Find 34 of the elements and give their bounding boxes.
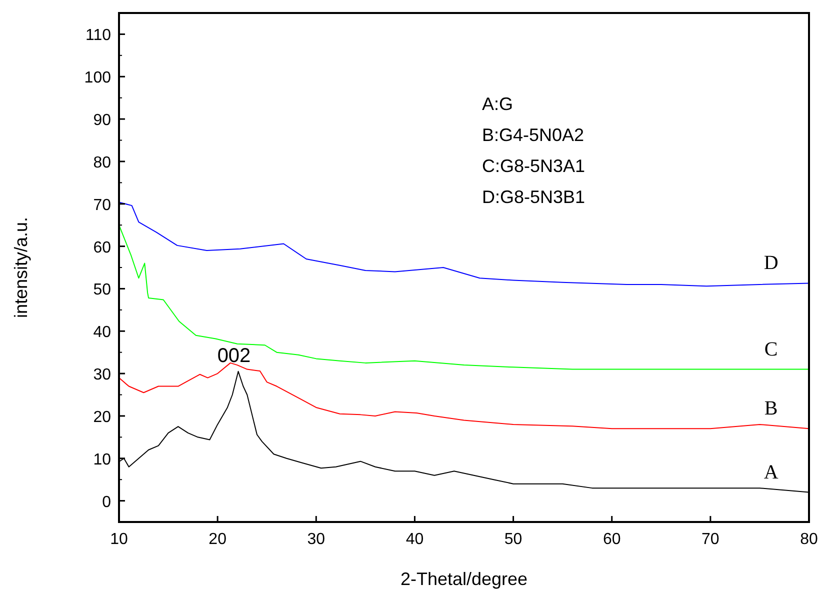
series-label: A [764,461,779,484]
x-axis-title: 2-Thetal/degree [400,569,528,589]
line-series [118,202,810,287]
y-tick-label: 70 [93,196,112,214]
y-tick-label: 90 [93,112,112,130]
line-series [118,224,810,370]
annotation: C:G8-5N3A1 [482,156,586,176]
x-tick-label: 20 [208,531,227,548]
annotation: 002 [217,345,251,367]
y-tick-label: 110 [85,27,112,44]
y-tick-label: 40 [93,324,112,342]
annotation: D:G8-5N3B1 [482,187,586,207]
annotation: A:G [482,94,514,114]
series-label: C [764,338,778,360]
y-axis-title: intensity/a.u. [11,216,31,318]
y-tick-label: 30 [93,366,112,384]
x-tick-label: 50 [504,531,522,548]
line-series [118,362,810,430]
y-tick-label: 0 [102,494,112,511]
y-tick-label: 20 [93,408,112,426]
annotation: B:G4-5N0A2 [482,125,584,145]
y-tick-label: 80 [93,154,112,172]
y-tick-label: 60 [93,239,112,256]
y-tick-label: 10 [93,451,112,468]
x-tick-label: 70 [702,531,720,548]
y-tick-label: 100 [84,70,112,87]
y-tick-label: 50 [93,282,112,299]
series-label: D [764,252,778,274]
x-tick-label: 80 [800,531,818,548]
x-tick-label: 10 [110,531,128,548]
x-tick-label: 30 [307,531,326,548]
x-tick-label: 40 [406,531,424,548]
x-tick-label: 60 [602,531,621,548]
series-label: B [764,398,778,420]
